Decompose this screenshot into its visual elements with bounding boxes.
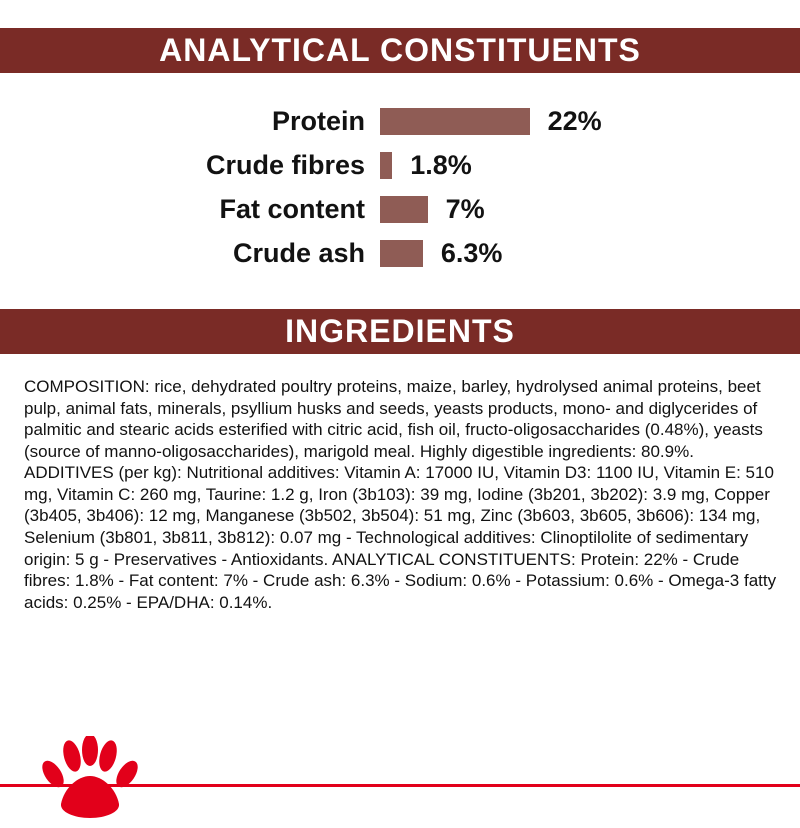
ingredients-header: INGREDIENTS: [0, 309, 800, 354]
chart-category-label: Crude ash: [232, 237, 365, 268]
chart-row: Fat content 7%: [0, 187, 800, 231]
chart-category-label: Fat content: [219, 193, 366, 224]
chart-row: Crude ash 6.3%: [0, 231, 800, 275]
chart-row: Crude fibres 1.8%: [0, 143, 800, 187]
chart-value-label: 22%: [547, 105, 602, 136]
chart-category-label: Crude fibres: [205, 149, 365, 180]
analytical-constituents-title: ANALYTICAL CONSTITUENTS: [159, 32, 641, 68]
chart-bar: [380, 151, 393, 179]
chart-value-label: 6.3%: [440, 237, 503, 268]
chart-category-label: Protein: [271, 105, 365, 136]
chart-value-label: 7%: [445, 193, 485, 224]
chart-bar: [380, 195, 428, 223]
analytical-constituents-header: ANALYTICAL CONSTITUENTS: [0, 28, 800, 73]
chart-bar: [380, 239, 423, 267]
composition-text: COMPOSITION: rice, dehydrated poultry pr…: [24, 377, 777, 612]
analytical-constituents-chart: Protein 22% Crude fibres 1.8% Fat conten…: [0, 99, 800, 275]
paw-print-icon: [42, 736, 138, 818]
accent-line: [0, 784, 800, 787]
chart-bar: [380, 107, 530, 135]
chart-value-label: 1.8%: [410, 149, 472, 180]
chart-row: Protein 22%: [0, 99, 800, 143]
ingredients-title: INGREDIENTS: [285, 313, 515, 349]
